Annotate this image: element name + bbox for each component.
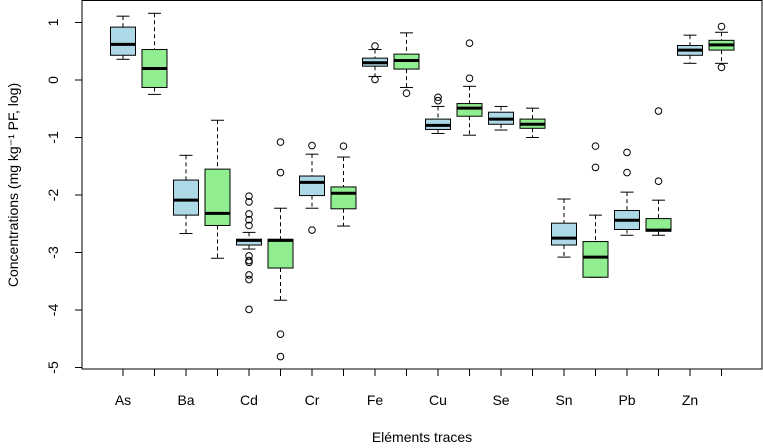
- box-iqr: [330, 186, 357, 210]
- box-pb-2: [645, 107, 672, 236]
- box-se-1: [488, 105, 514, 131]
- outlier-point: [465, 74, 474, 83]
- y-tick-label: -1: [45, 131, 61, 144]
- y-tick-label: 0: [45, 76, 61, 84]
- box-sn-2: [582, 142, 609, 278]
- box-cu-2: [456, 39, 483, 136]
- outlier-point: [717, 63, 726, 72]
- box-cd-2: [267, 138, 294, 361]
- outlier-point: [591, 142, 600, 150]
- x-axis-label: Eléments traces: [372, 429, 472, 443]
- box-ba-1: [173, 154, 199, 235]
- outlier-point: [623, 168, 631, 177]
- outlier-point: [245, 210, 253, 218]
- outlier-point: [371, 75, 379, 84]
- boxes: [110, 12, 735, 361]
- outlier-point: [308, 141, 316, 150]
- x-tick-label: Cd: [240, 392, 258, 408]
- x-tick-label: Se: [492, 392, 509, 408]
- outlier-point: [245, 258, 253, 267]
- outlier-point: [245, 192, 253, 200]
- outlier-point: [402, 89, 411, 98]
- box-iqr: [204, 168, 231, 226]
- x-tick-label: As: [115, 392, 131, 408]
- x-axis: As Ba Cd Cr Fe Cu Se Sn Pb Zn: [115, 368, 722, 408]
- outlier-point: [276, 330, 285, 338]
- box-cd-1: [236, 192, 262, 314]
- box-zn-2: [708, 22, 735, 72]
- box-iqr: [299, 175, 325, 197]
- y-tick-label: -2: [45, 189, 61, 202]
- box-zn-1: [677, 34, 703, 64]
- box-se-2: [519, 107, 546, 138]
- box-cr-1: [299, 141, 325, 234]
- box-fe-2: [393, 32, 420, 98]
- box-iqr: [456, 103, 483, 117]
- y-tick-label: -5: [45, 361, 61, 374]
- box-as-2: [141, 12, 168, 95]
- outlier-point: [245, 305, 253, 314]
- outlier-point: [654, 107, 663, 115]
- box-cu-1: [425, 93, 451, 134]
- box-cr-2: [330, 142, 357, 227]
- y-tick-label: -3: [45, 246, 61, 259]
- outlier-point: [245, 271, 253, 279]
- box-sn-1: [551, 198, 577, 258]
- outlier-point: [465, 39, 474, 48]
- outlier-point: [623, 148, 631, 157]
- x-tick-label: Cu: [429, 392, 447, 408]
- box-fe-1: [362, 42, 388, 84]
- box-iqr: [267, 238, 294, 269]
- box-pb-1: [614, 148, 640, 236]
- box-iqr: [551, 222, 577, 246]
- x-tick-label: Ba: [177, 392, 194, 408]
- outlier-point: [434, 93, 442, 102]
- outlier-point: [371, 42, 379, 50]
- y-tick-label: -4: [45, 304, 61, 317]
- box-ba-2: [204, 119, 231, 259]
- box-iqr: [582, 241, 609, 278]
- box-iqr: [173, 179, 199, 216]
- outlier-point: [654, 177, 663, 185]
- box-iqr: [110, 26, 136, 56]
- y-axis-label: Concentrations (mg kg⁻¹ PF, log): [5, 83, 21, 287]
- outlier-point: [276, 168, 285, 177]
- x-tick-label: Sn: [555, 392, 572, 408]
- y-tick-label: 1: [45, 18, 61, 26]
- outlier-point: [245, 215, 253, 224]
- outlier-point: [434, 96, 442, 105]
- box-as-1: [110, 15, 136, 60]
- x-tick-label: Pb: [618, 392, 635, 408]
- outlier-point: [308, 226, 316, 234]
- outlier-point: [245, 275, 253, 284]
- outlier-point: [717, 22, 726, 31]
- outlier-point: [591, 163, 600, 172]
- outlier-point: [276, 138, 285, 146]
- x-tick-label: Zn: [682, 392, 698, 408]
- outlier-point: [245, 221, 253, 230]
- outlier-point: [245, 198, 253, 206]
- outlier-point: [339, 142, 348, 150]
- y-axis: 1 0 -1 -2 -3 -4 -5: [45, 18, 83, 374]
- outlier-point: [276, 352, 285, 361]
- x-tick-label: Fe: [367, 392, 384, 408]
- x-tick-label: Cr: [305, 392, 320, 408]
